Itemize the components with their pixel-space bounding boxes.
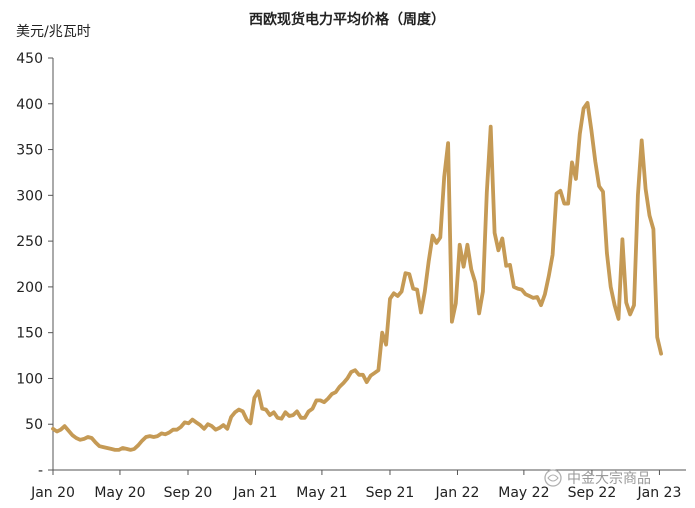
y-tick-label: 350 — [16, 143, 43, 159]
y-tick-label: 50 — [25, 417, 43, 433]
y-tick-label: 150 — [16, 326, 43, 342]
x-tick-label: Jan 21 — [233, 485, 278, 501]
x-tick-label: Sep 21 — [366, 485, 415, 501]
x-tick-label: Jan 22 — [435, 485, 480, 501]
y-tick-label: 400 — [16, 97, 43, 113]
axes — [48, 57, 686, 475]
x-tick-label: May 21 — [296, 485, 347, 501]
series-line-0 — [51, 101, 663, 452]
x-tick-label: Sep 22 — [568, 485, 617, 501]
y-tick-label: 450 — [16, 51, 43, 67]
chart-title: 西欧现货电力平均价格（周度） — [249, 11, 445, 28]
x-tick-label: May 20 — [94, 485, 145, 501]
watermark-logo-mark — [547, 474, 559, 482]
y-tick-label: 300 — [16, 188, 43, 204]
x-tick-label: May 22 — [498, 485, 549, 501]
watermark-logo-icon — [544, 469, 562, 487]
x-tick-label: Jan 20 — [30, 485, 75, 501]
y-tick-label: 100 — [16, 371, 43, 387]
y-tick-label: 250 — [16, 234, 43, 250]
watermark: 中金大宗商品 — [544, 469, 651, 487]
y-axis-label: 美元/兆瓦时 — [16, 24, 91, 40]
y-tick-label: 200 — [16, 280, 43, 296]
y-tick-labels: - 50 100 150 200 250 300 350 400 450 — [16, 51, 43, 479]
x-tick-labels: Jan 20 May 20 Sep 20 Jan 21 May 21 Sep 21 Jan … — [30, 485, 681, 501]
series-line-group — [51, 101, 663, 452]
x-tick-label: Jan 23 — [637, 485, 682, 501]
x-tick-label: Sep 20 — [164, 485, 213, 501]
watermark-text: 中金大宗商品 — [567, 471, 651, 487]
y-tick-label: - — [38, 463, 43, 479]
